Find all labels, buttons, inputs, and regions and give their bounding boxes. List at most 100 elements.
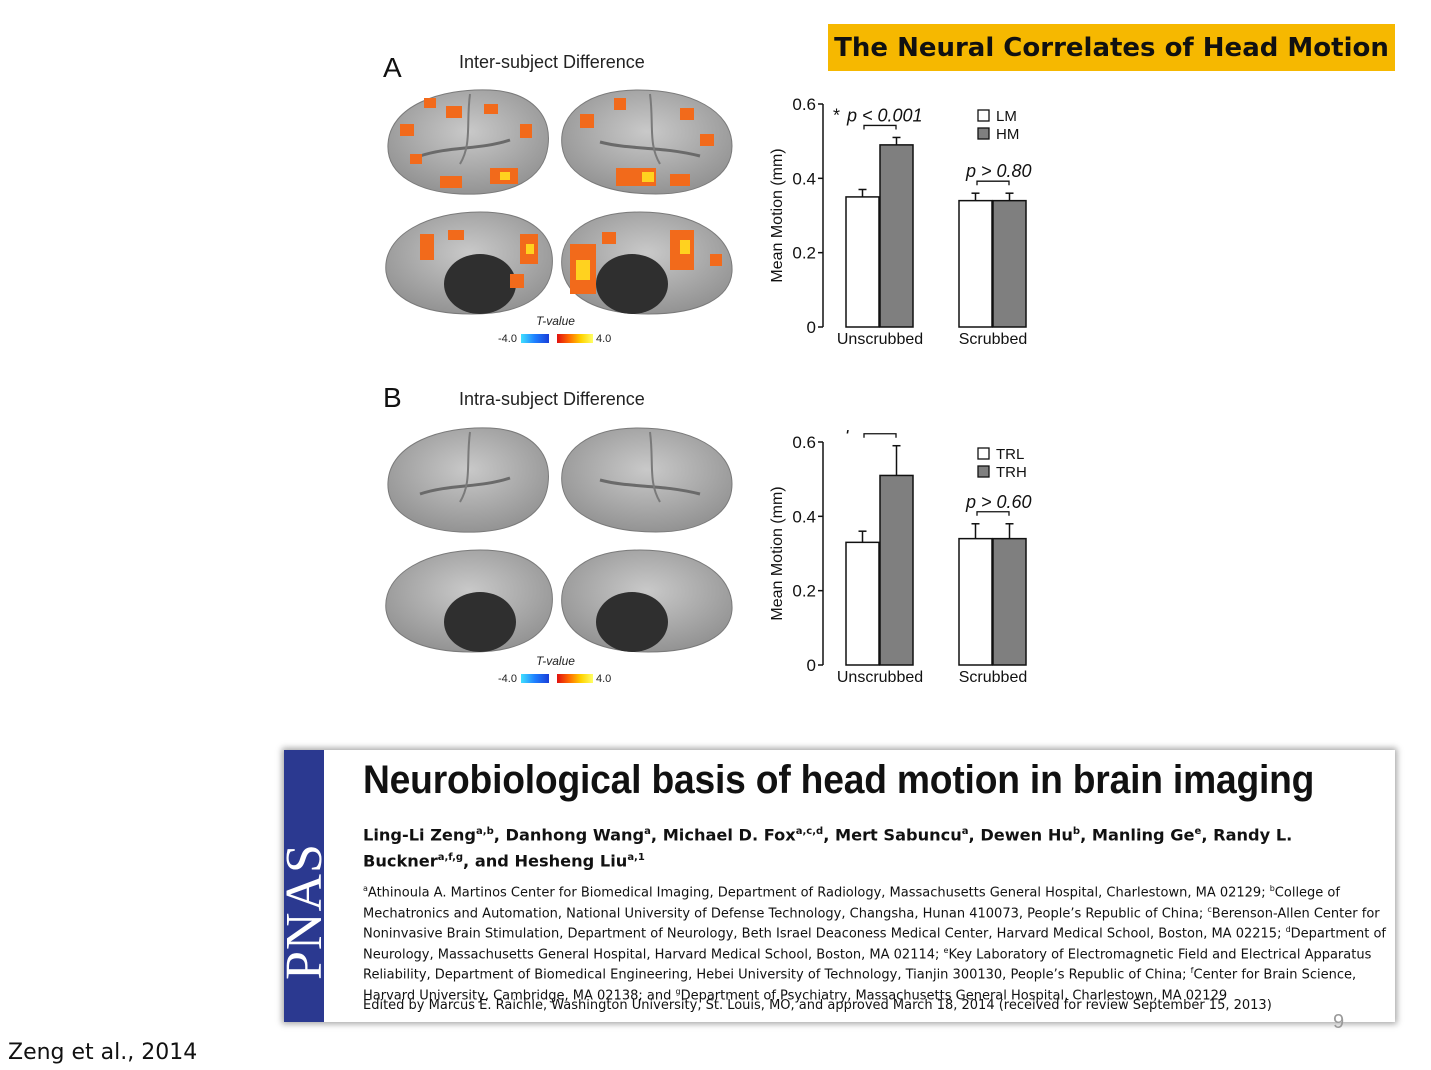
affiliation-mark: a [363,884,368,893]
brain-lateral-right-b [561,427,733,533]
significance-text: p > 0.80 [965,161,1032,181]
panel-a-brain-maps [385,89,733,315]
significance-bracket [976,180,1010,186]
legend-label: HM [996,126,1019,143]
author-name: Dewen Hu [980,825,1073,845]
brain-lateral-left [387,89,549,195]
y-tick-label: 0 [807,656,816,675]
significance-text: p < 0.001 [846,105,923,125]
affiliation-text: Key Laboratory of Electromagnetic Field … [363,946,1372,983]
paper-header-card: PNAS Neurobiological basis of head motio… [284,750,1395,1022]
citation: Zeng et al., 2014 [8,1040,198,1065]
y-tick-label: 0.2 [792,582,816,601]
panel-b-colorbar-max: 4.0 [596,673,612,685]
author-affiliation-mark: a [644,826,651,837]
author-affiliation-mark: a,b [476,826,494,837]
panel-b-letter: B [383,382,402,413]
affiliation-mark: c [1207,904,1212,914]
slide-title: The Neural Correlates of Head Motion [828,24,1395,71]
panel-b-bar-chart: 0 0.2 0.4 0.6 Mean Motion (mm) Unscrubbed Scru… [769,430,1032,686]
brain-lateral-right [561,89,733,195]
legend-label: LM [996,108,1017,125]
legend-swatch-trh [977,465,990,478]
panel-a-colorbar-min: -4.0 [498,333,517,345]
panel-b-brain-maps [385,427,733,653]
brain-lateral-left-b [387,427,549,533]
x-category-label: Scrubbed [959,669,1028,686]
affiliation-mark: d [1285,925,1291,935]
y-tick-label: 0.4 [792,169,816,188]
bar-hm [879,144,914,328]
legend-swatch-trl [977,447,990,460]
paper-authors: Ling-Li Zenga,b, Danhong Wanga, Michael … [363,825,1293,871]
author-name: Ling-Li Zeng [363,825,477,845]
y-axis-label: Mean Motion (mm) [769,148,786,282]
significance-bracket [976,511,1010,516]
panel-a-colorbar-label: T-value [536,314,575,328]
significance-text: p > 0.60 [965,492,1032,512]
brain-medial-left [385,211,553,315]
panel-a-letter: A [383,52,402,83]
panel-b-colorbar-label: T-value [536,654,575,668]
author-name: Randy L. Buckner [363,825,1293,871]
x-category-label: Scrubbed [959,331,1028,348]
panel-b-colorbar-min: -4.0 [498,673,517,685]
significance-text: p < 0.001 [846,430,923,434]
panel-b-heading: Intra-subject Difference [459,389,645,409]
y-tick-label: 0.6 [792,433,816,452]
affiliation-text: Athinoula A. Martinos Center for Biomedi… [367,885,1270,901]
y-tick-label: 0 [807,318,816,337]
author-name: and Hesheng Liu [474,851,628,871]
y-tick-label: 0.4 [792,507,816,526]
x-category-label: Unscrubbed [837,331,923,348]
bar-lm [958,199,993,328]
pnas-band: PNAS [284,750,324,1022]
affiliation-text: Berenson-Allen Center for Noninvasive Br… [363,905,1380,942]
significance-bracket [863,433,897,438]
author-affiliation-mark: a,1 [627,852,645,864]
bar-trh [879,474,914,666]
author-name: Michael D. Fox [662,825,796,845]
bar-lm [845,196,880,328]
author-affiliation-mark: a [961,826,969,837]
affiliation-text: Department of Neurology, Massachusetts G… [363,926,1386,962]
paper-title: Neurobiological basis of head motion in … [363,758,1315,802]
author-affiliation-mark: a,c,d [795,826,824,837]
affiliation-mark: b [1269,884,1275,893]
panel-b-colorbar-warm [557,674,593,683]
affiliation-text: College of Mechatronics and Automation, … [363,885,1340,921]
bar-trl [845,541,880,666]
brain-medial-right [561,211,733,315]
legend-label: TRH [996,464,1027,481]
paper-edited-by: Edited by Marcus E. Raichle, Washington … [363,998,1272,1013]
bar-trh [992,537,1027,666]
bar-hm [992,199,1027,328]
legend-label: TRL [996,446,1024,463]
significance-bracket [863,124,897,130]
author-affiliation-mark: b [1072,826,1081,837]
page-number: 9 [1333,1011,1345,1033]
author-name: Manling Ge [1091,825,1195,845]
panel-a-colorbar-max: 4.0 [596,333,612,345]
x-category-label: Unscrubbed [837,669,923,686]
panel-a-bar-chart: 0 0.2 0.4 0.6 Mean Motion (mm) Unscrubbed Scru… [769,95,1032,348]
legend-swatch-hm [977,127,990,140]
panel-a-heading: Inter-subject Difference [459,52,645,72]
brain-medial-right-b [561,549,733,653]
y-tick-label: 0.2 [792,244,816,263]
paper-affiliations: aAthinoula A. Martinos Center for Biomed… [363,881,1393,1004]
y-axis-label: Mean Motion (mm) [769,486,786,620]
panel-a-colorbar-warm [557,334,593,343]
author-name: Mert Sabuncu [834,825,962,845]
author-name: Danhong Wang [505,825,645,845]
author-affiliation-mark: e [1194,826,1202,837]
brain-medial-left-b [385,549,553,653]
legend-swatch-lm [977,109,990,122]
bar-trl [958,537,993,666]
significance-star: * [833,430,840,434]
pnas-logo: PNAS [284,843,324,980]
affiliation-mark: g [675,986,681,996]
author-affiliation-mark: a,f,g [437,852,464,864]
panel-b-colorbar-cool [521,674,549,683]
panel-a-colorbar-cool [521,334,549,343]
